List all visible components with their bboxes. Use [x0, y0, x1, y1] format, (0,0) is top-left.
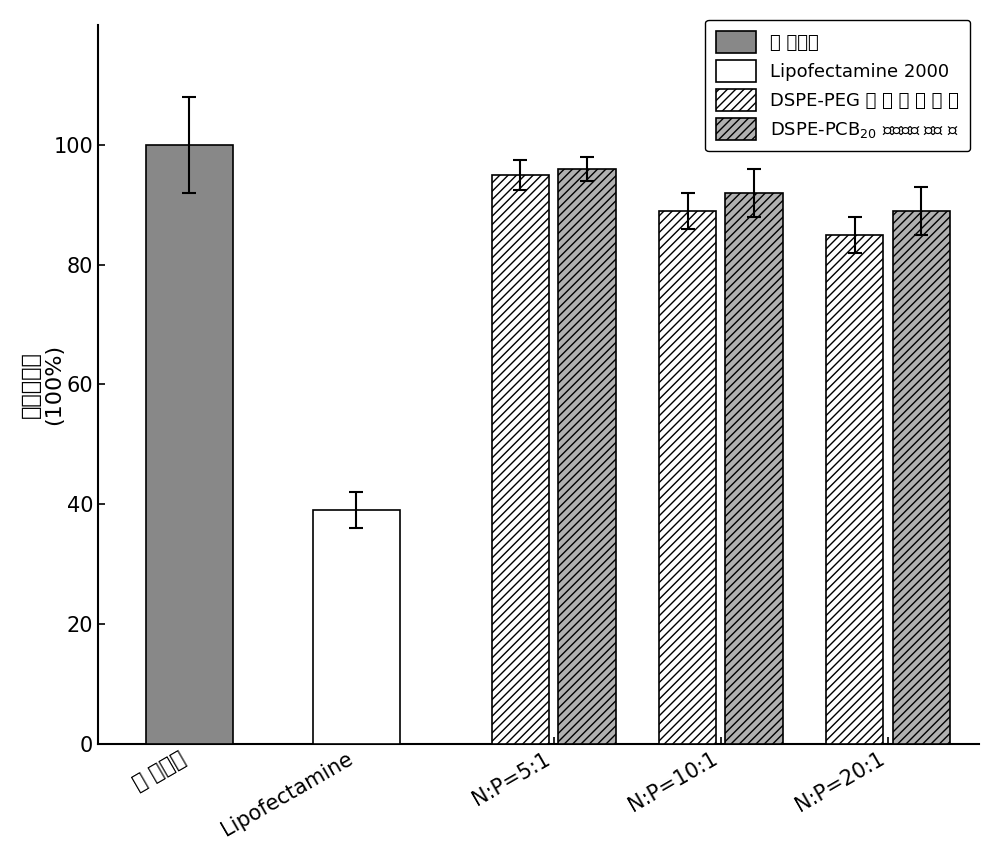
Legend: 空 白细胞, Lipofectamine 2000, DSPE-PEG 阳 离 子 脂 质 体, DSPE-PCB$_{20}$ 核酸类药 物制 剂: 空 白细胞, Lipofectamine 2000, DSPE-PEG 阳 离 … — [705, 20, 970, 152]
Bar — [893, 211, 950, 744]
Y-axis label: 细胞存活率
(100%): 细胞存活率 (100%) — [21, 344, 64, 425]
Bar — [558, 169, 616, 744]
Bar — [659, 211, 716, 744]
Bar — [492, 175, 549, 744]
Bar — [313, 511, 400, 744]
Bar — [146, 145, 233, 744]
Bar — [826, 235, 883, 744]
Bar — [725, 193, 783, 744]
